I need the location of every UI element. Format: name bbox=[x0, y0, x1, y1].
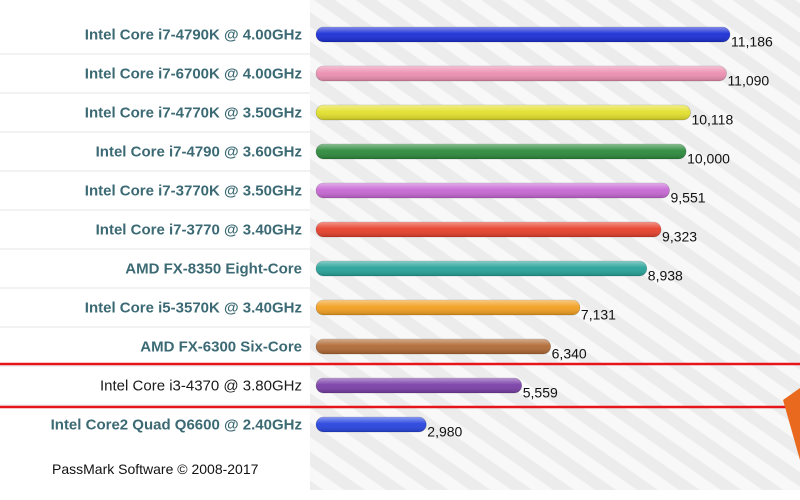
highlight-lines bbox=[0, 362, 800, 409]
bar-shine bbox=[316, 27, 730, 42]
plot-background bbox=[310, 0, 800, 490]
bar-shine bbox=[316, 300, 580, 315]
category-label: Intel Core i3-4370 @ 3.80GHz bbox=[100, 378, 302, 395]
category-label: Intel Core i7-3770K @ 3.50GHz bbox=[85, 183, 302, 200]
category-label: Intel Core i7-4790K @ 4.00GHz bbox=[85, 27, 302, 44]
value-label: 11,186 bbox=[731, 34, 773, 50]
value-label: 5,559 bbox=[523, 385, 558, 401]
value-labels-group: 11,186 11,090 10,118 10,000 9,551 9,323 8,938 7… bbox=[427, 34, 773, 440]
category-label: Intel Core i7-4770K @ 3.50GHz bbox=[85, 105, 302, 122]
category-label: Intel Core i7-3770 @ 3.40GHz bbox=[96, 222, 302, 239]
category-label: Intel Core i7-4790 @ 3.60GHz bbox=[96, 144, 302, 161]
copyright-text: PassMark Software © 2008-2017 bbox=[52, 461, 259, 477]
value-label: 9,323 bbox=[662, 229, 697, 245]
value-label: 10,000 bbox=[687, 151, 730, 167]
value-label: 7,131 bbox=[581, 307, 616, 323]
value-label: 6,340 bbox=[552, 346, 587, 362]
bar-shine bbox=[316, 66, 727, 81]
bar-shine bbox=[316, 183, 670, 198]
category-label: AMD FX-8350 Eight-Core bbox=[125, 261, 302, 278]
category-label: Intel Core2 Quad Q6600 @ 2.40GHz bbox=[51, 417, 302, 434]
row-separators bbox=[0, 53, 310, 406]
value-label: 2,980 bbox=[427, 424, 462, 440]
corner-badge-icon bbox=[783, 388, 800, 460]
bar-shine bbox=[316, 222, 662, 237]
value-label: 11,090 bbox=[727, 73, 769, 89]
value-label: 10,118 bbox=[691, 112, 733, 128]
bar-shine bbox=[316, 339, 551, 354]
value-label: 9,551 bbox=[670, 190, 705, 206]
bars-group bbox=[315, 26, 731, 433]
bar-shine bbox=[316, 144, 687, 159]
bar-shine bbox=[316, 417, 427, 432]
bar-shine bbox=[316, 261, 647, 276]
category-label: Intel Core i7-6700K @ 4.00GHz bbox=[85, 66, 302, 83]
value-label: 8,938 bbox=[648, 268, 683, 284]
category-label: AMD FX-6300 Six-Core bbox=[140, 339, 302, 356]
bar-shine bbox=[316, 378, 522, 393]
category-labels-group: Intel Core i7-4790K @ 4.00GHz Intel Core … bbox=[51, 27, 302, 434]
category-label: Intel Core i5-3570K @ 3.40GHz bbox=[85, 300, 302, 317]
bar-shine bbox=[316, 105, 691, 120]
